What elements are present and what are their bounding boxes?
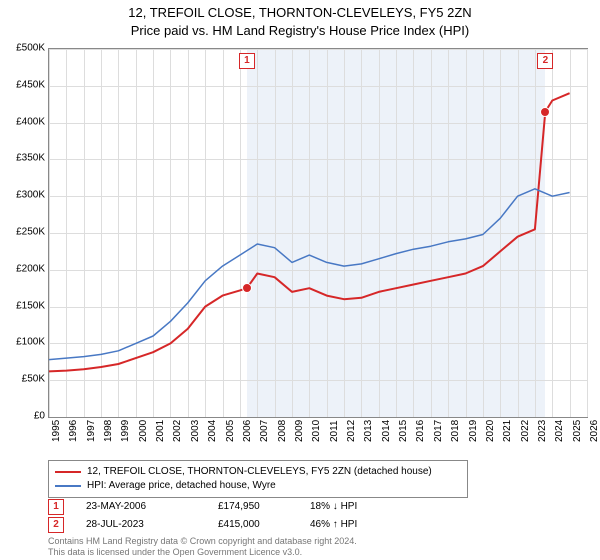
x-axis-label: 2025	[572, 420, 583, 442]
x-axis-label: 2014	[381, 420, 392, 442]
transaction-row: 2 28-JUL-2023 £415,000 46% ↑ HPI	[48, 516, 400, 534]
x-axis-label: 2009	[294, 420, 305, 442]
x-axis-label: 2022	[520, 420, 531, 442]
y-axis-label: £50K	[3, 374, 45, 385]
plot-inner: 12	[49, 49, 587, 417]
sale-marker-box: 2	[537, 53, 553, 69]
y-axis-label: £250K	[3, 227, 45, 238]
x-axis-label: 2021	[502, 420, 513, 442]
sale-marker-box: 1	[239, 53, 255, 69]
y-axis-label: £150K	[3, 300, 45, 311]
series-line-hpi	[49, 189, 570, 360]
x-axis-label: 2007	[259, 420, 270, 442]
x-axis-label: 1999	[120, 420, 131, 442]
x-axis-label: 1995	[51, 420, 62, 442]
footer: Contains HM Land Registry data © Crown c…	[48, 536, 357, 558]
x-axis-label: 2020	[485, 420, 496, 442]
x-axis-label: 2001	[155, 420, 166, 442]
y-axis-label: £500K	[3, 43, 45, 54]
legend-row: HPI: Average price, detached house, Wyre	[55, 479, 461, 493]
sale-marker-dot	[242, 283, 252, 293]
x-axis-label: 2016	[415, 420, 426, 442]
legend-label-hpi: HPI: Average price, detached house, Wyre	[87, 479, 276, 493]
legend-swatch-property	[55, 471, 81, 473]
y-axis-label: £300K	[3, 190, 45, 201]
x-axis-label: 2012	[346, 420, 357, 442]
title-block: 12, TREFOIL CLOSE, THORNTON-CLEVELEYS, F…	[0, 0, 600, 40]
x-axis-label: 2026	[589, 420, 600, 442]
x-axis-label: 2004	[207, 420, 218, 442]
title-line-2: Price paid vs. HM Land Registry's House …	[0, 22, 600, 40]
x-axis-label: 2003	[190, 420, 201, 442]
x-axis-label: 1996	[68, 420, 79, 442]
y-axis-label: £350K	[3, 153, 45, 164]
y-axis-label: £200K	[3, 263, 45, 274]
x-axis-label: 2006	[242, 420, 253, 442]
x-axis-label: 2000	[138, 420, 149, 442]
x-axis-label: 1998	[103, 420, 114, 442]
legend-label-property: 12, TREFOIL CLOSE, THORNTON-CLEVELEYS, F…	[87, 465, 432, 479]
transaction-date: 23-MAY-2006	[86, 498, 196, 516]
chart-lines-svg	[49, 49, 587, 417]
y-axis-label: £450K	[3, 79, 45, 90]
x-axis-label: 2005	[225, 420, 236, 442]
x-axis-label: 2011	[329, 420, 340, 442]
sale-marker-dot	[540, 107, 550, 117]
transaction-date: 28-JUL-2023	[86, 516, 196, 534]
footer-line-2: This data is licensed under the Open Gov…	[48, 547, 357, 558]
price-chart: 12, TREFOIL CLOSE, THORNTON-CLEVELEYS, F…	[0, 0, 600, 560]
y-axis-label: £100K	[3, 337, 45, 348]
x-axis-label: 2018	[450, 420, 461, 442]
y-axis-label: £0	[3, 411, 45, 422]
plot-area: 12	[48, 48, 588, 418]
transaction-marker-num: 1	[48, 499, 64, 515]
x-axis-label: 2015	[398, 420, 409, 442]
legend: 12, TREFOIL CLOSE, THORNTON-CLEVELEYS, F…	[48, 460, 468, 498]
x-axis-label: 2010	[311, 420, 322, 442]
x-axis-label: 1997	[86, 420, 97, 442]
footer-line-1: Contains HM Land Registry data © Crown c…	[48, 536, 357, 547]
series-line-property	[49, 93, 570, 371]
x-axis-label: 2023	[537, 420, 548, 442]
transaction-price: £415,000	[218, 516, 288, 534]
x-axis-label: 2024	[554, 420, 565, 442]
x-axis-label: 2002	[172, 420, 183, 442]
x-axis-label: 2008	[277, 420, 288, 442]
transaction-marker-num: 2	[48, 517, 64, 533]
transaction-price: £174,950	[218, 498, 288, 516]
y-axis-label: £400K	[3, 116, 45, 127]
legend-row: 12, TREFOIL CLOSE, THORNTON-CLEVELEYS, F…	[55, 465, 461, 479]
gridline-v	[587, 49, 588, 417]
transaction-row: 1 23-MAY-2006 £174,950 18% ↓ HPI	[48, 498, 400, 516]
x-axis-label: 2019	[468, 420, 479, 442]
transaction-delta: 46% ↑ HPI	[310, 516, 400, 534]
legend-swatch-hpi	[55, 485, 81, 487]
title-line-1: 12, TREFOIL CLOSE, THORNTON-CLEVELEYS, F…	[0, 4, 600, 22]
transaction-delta: 18% ↓ HPI	[310, 498, 400, 516]
x-axis-label: 2017	[433, 420, 444, 442]
x-axis-label: 2013	[363, 420, 374, 442]
transactions-table: 1 23-MAY-2006 £174,950 18% ↓ HPI 2 28-JU…	[48, 498, 400, 534]
